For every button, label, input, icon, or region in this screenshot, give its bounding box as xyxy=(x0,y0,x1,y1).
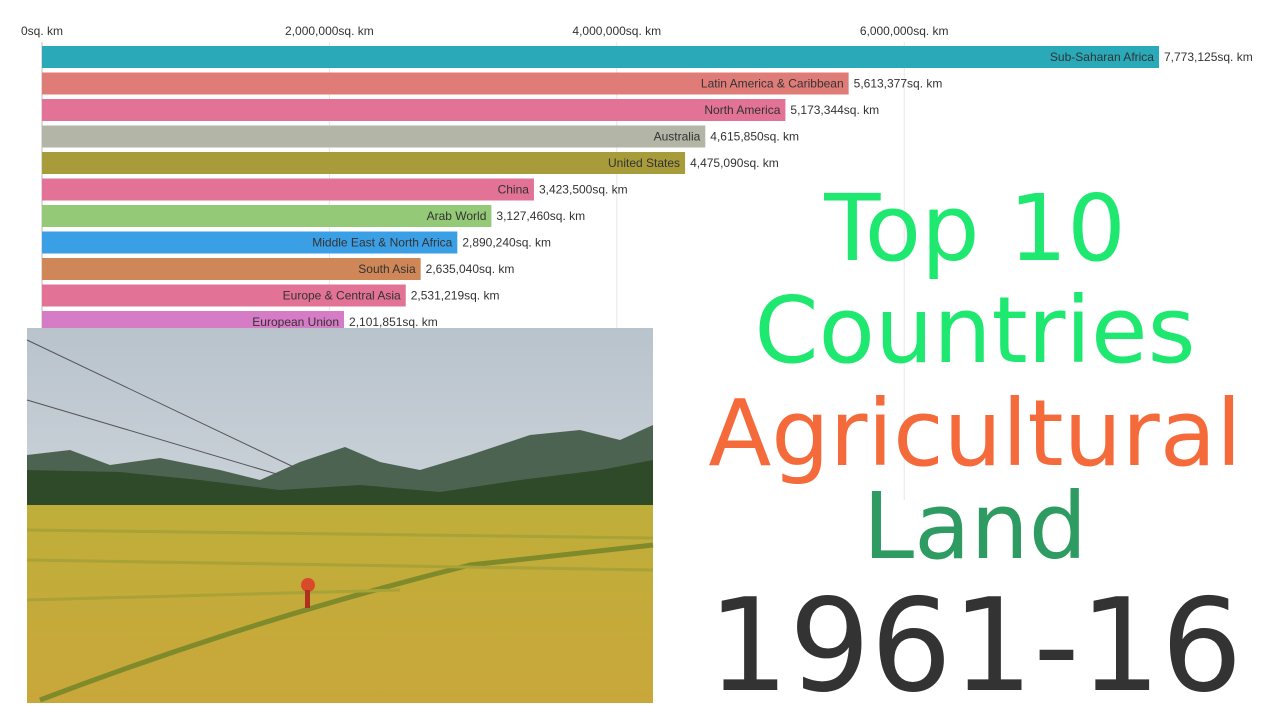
value-label: 2,531,219sq. km xyxy=(411,289,500,303)
subtitle: 1961-16 xyxy=(708,572,1243,720)
value-label: 4,615,850sq. km xyxy=(710,130,799,144)
bar xyxy=(42,125,706,148)
value-label: 2,890,240sq. km xyxy=(462,236,551,250)
value-label: 7,773,125sq. km xyxy=(1164,50,1253,64)
bar xyxy=(42,152,686,174)
bar xyxy=(42,311,345,333)
bar-category-label: Arab World xyxy=(427,209,487,223)
value-label: 3,423,500sq. km xyxy=(539,183,628,197)
bar-category-label: European Union xyxy=(252,315,339,329)
bar xyxy=(42,178,534,201)
value-label: 2,635,040sq. km xyxy=(426,262,515,276)
bar-category-label: Sub-Saharan Africa xyxy=(1050,50,1154,64)
bar-category-label: North America xyxy=(704,103,780,117)
value-label: 2,101,851sq. km xyxy=(349,315,438,329)
bar-category-label: United States xyxy=(608,156,680,170)
title-line: Countries xyxy=(754,277,1195,384)
x-tick-label: 6,000,000sq. km xyxy=(860,24,949,38)
bar-category-label: Latin America & Caribbean xyxy=(701,77,844,91)
x-tick-label: 2,000,000sq. km xyxy=(285,24,374,38)
value-label: 5,613,377sq. km xyxy=(854,77,943,91)
bar-category-label: China xyxy=(498,183,530,197)
bar xyxy=(42,205,492,227)
bar-category-label: South Asia xyxy=(358,262,416,276)
title-line: Top 10 xyxy=(823,175,1126,282)
photo xyxy=(26,328,654,703)
value-label: 5,173,344sq. km xyxy=(790,103,879,117)
bar xyxy=(42,231,458,254)
value-label: 4,475,090sq. km xyxy=(690,156,779,170)
bar xyxy=(42,284,406,307)
x-tick-label: 4,000,000sq. km xyxy=(572,24,661,38)
bar-category-label: Middle East & North Africa xyxy=(312,236,452,250)
title-line: Land xyxy=(863,473,1087,580)
x-tick-label: 0sq. km xyxy=(21,24,63,38)
bar-category-label: Europe & Central Asia xyxy=(283,289,401,303)
bar xyxy=(42,72,849,95)
value-label: 3,127,460sq. km xyxy=(496,209,585,223)
title-line: Agricultural xyxy=(708,380,1241,487)
bar xyxy=(42,46,1159,68)
bar xyxy=(42,258,421,280)
bar-category-label: Australia xyxy=(654,130,701,144)
bar xyxy=(42,99,786,121)
